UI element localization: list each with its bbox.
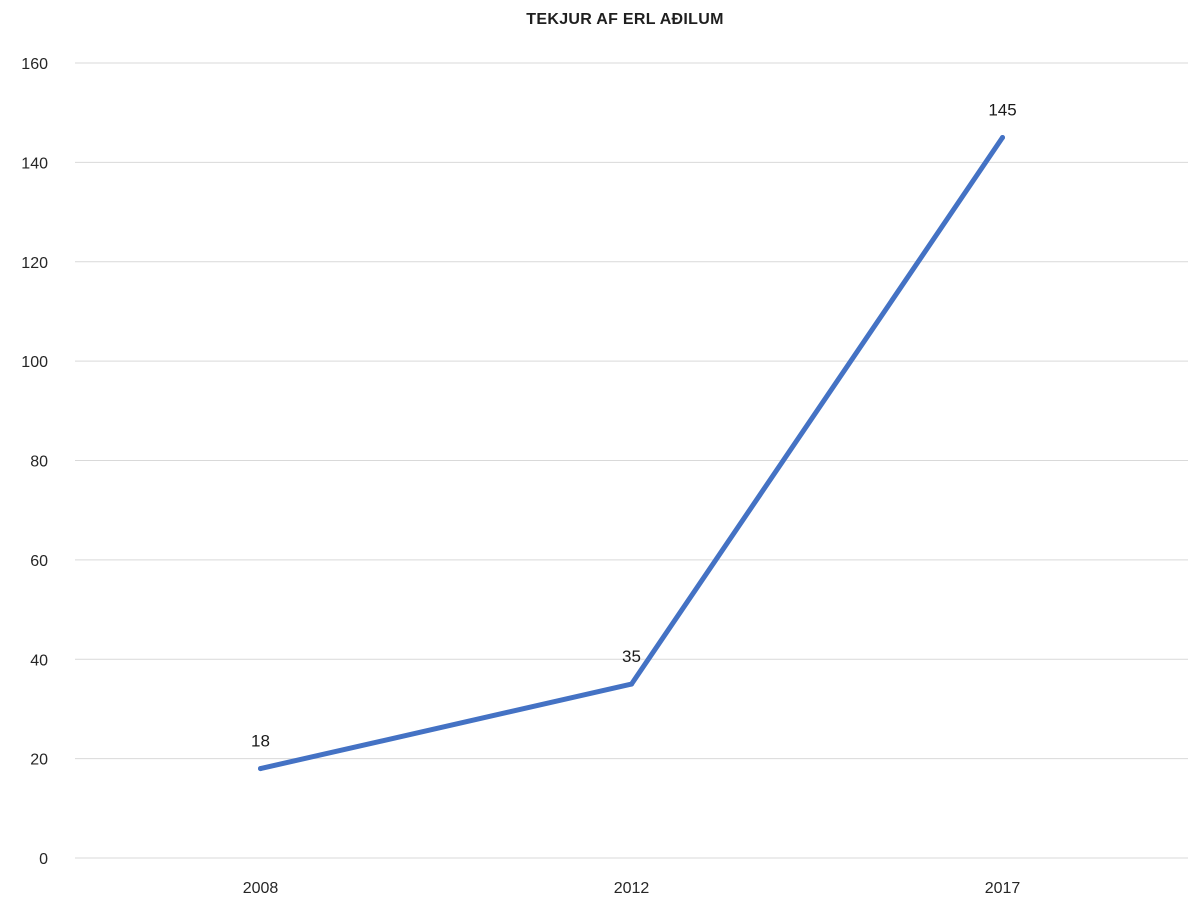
y-tick-label-60: 60 [30, 553, 48, 570]
x-tick-label-2017: 2017 [985, 880, 1021, 897]
x-axis-tick-labels: 2008 2012 2017 [243, 880, 1021, 897]
y-tick-label-40: 40 [30, 652, 48, 669]
data-point-2017 [1000, 135, 1005, 141]
gridlines [75, 62, 1188, 859]
data-point-2012 [629, 681, 634, 687]
y-tick-label-20: 20 [30, 752, 48, 769]
y-tick-label-160: 160 [21, 56, 48, 73]
y-tick-label-120: 120 [21, 255, 48, 272]
chart-title: TEKJUR AF ERL AÐILUM [526, 11, 723, 28]
series-layer [258, 135, 1005, 772]
y-tick-label-0: 0 [39, 851, 48, 868]
y-axis-tick-labels: 0 20 40 60 80 100 120 140 160 [21, 56, 48, 868]
data-labels: 18 35 145 [251, 101, 1017, 751]
x-tick-label-2008: 2008 [243, 880, 279, 897]
y-tick-label-80: 80 [30, 454, 48, 471]
series-line-0 [258, 135, 1005, 772]
data-label-2008: 18 [251, 732, 270, 751]
y-tick-label-100: 100 [21, 354, 48, 371]
data-label-2012: 35 [622, 647, 641, 666]
data-point-2008 [258, 766, 263, 772]
data-label-2017: 145 [988, 101, 1016, 120]
y-tick-label-140: 140 [21, 155, 48, 172]
x-tick-label-2012: 2012 [614, 880, 650, 897]
